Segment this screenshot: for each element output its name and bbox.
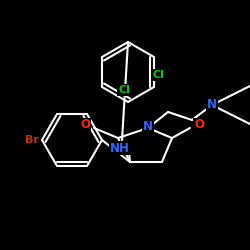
Text: N: N xyxy=(207,98,217,112)
Text: NH: NH xyxy=(110,142,130,154)
Text: Br: Br xyxy=(25,135,39,145)
Text: Cl: Cl xyxy=(118,85,130,95)
Text: O: O xyxy=(194,118,204,132)
Text: N: N xyxy=(143,120,153,132)
Text: Cl: Cl xyxy=(152,70,164,80)
Text: O: O xyxy=(80,118,90,132)
